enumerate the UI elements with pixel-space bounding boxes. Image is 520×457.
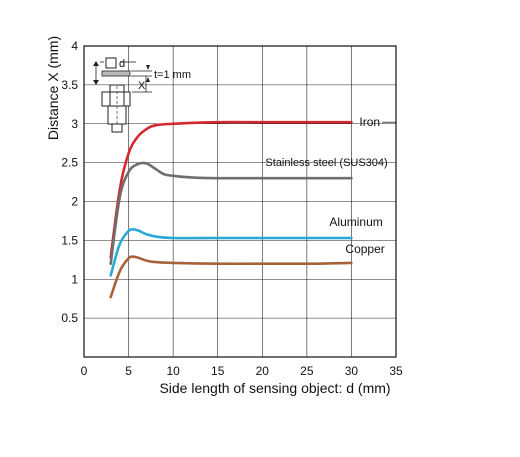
series-line-aluminum xyxy=(109,228,353,277)
inset-d-label: d xyxy=(119,58,125,70)
series-labels: Iron Stainless steel (SUS304) Aluminum Copp… xyxy=(265,115,396,256)
plot-border xyxy=(83,45,397,358)
inset-x-label: X xyxy=(138,80,146,92)
series-label-aluminum: Aluminum xyxy=(329,215,382,229)
y-tick-label: 1.5 xyxy=(61,233,78,247)
y-tick-label: 1 xyxy=(71,272,78,286)
proximity-sensor-icon xyxy=(101,84,131,133)
y-tick-label: 3.5 xyxy=(61,78,78,92)
x-tick-label: 15 xyxy=(211,364,225,378)
x-tick-label: 35 xyxy=(389,364,403,378)
y-tick-label: 0.5 xyxy=(61,311,78,325)
x-tick-label: 25 xyxy=(300,364,314,378)
series-line-iron xyxy=(109,120,353,259)
y-tick-label: 2.5 xyxy=(61,156,78,170)
distance-marker: X xyxy=(132,76,152,93)
tick-labels: 0 5 10 15 20 25 30 35 0.5 1 1.5 2 2.5 3 3.5 4 xyxy=(61,39,403,378)
series-label-copper: Copper xyxy=(345,242,384,256)
x-axis-title: Side length of sensing object: d (mm) xyxy=(159,380,390,396)
sensing-object-icon: d xyxy=(100,57,136,77)
x-tick-label: 0 xyxy=(81,364,88,378)
inset-t-label: t=1 mm xyxy=(154,69,191,81)
series-line-stainless-steel xyxy=(109,161,353,265)
y-axis-title: Distance X (mm) xyxy=(45,36,61,140)
y-tick-label: 3 xyxy=(71,117,78,131)
series-label-iron: Iron xyxy=(359,115,380,129)
series-line-copper xyxy=(109,255,353,299)
sensor-diagram-inset: d t=1 mm X xyxy=(93,57,191,133)
arrow-icon xyxy=(93,61,99,85)
y-tick-label: 2 xyxy=(71,195,78,209)
thickness-marker: t=1 mm xyxy=(131,65,191,82)
x-tick-label: 30 xyxy=(345,364,359,378)
plot-frame xyxy=(83,45,397,358)
x-tick-label: 20 xyxy=(256,364,270,378)
y-tick-label: 4 xyxy=(71,39,78,53)
series-lines xyxy=(109,120,353,299)
x-tick-label: 5 xyxy=(125,364,132,378)
x-tick-label: 10 xyxy=(166,364,180,378)
grid xyxy=(84,46,396,357)
series-label-stainless-steel: Stainless steel (SUS304) xyxy=(265,157,387,169)
